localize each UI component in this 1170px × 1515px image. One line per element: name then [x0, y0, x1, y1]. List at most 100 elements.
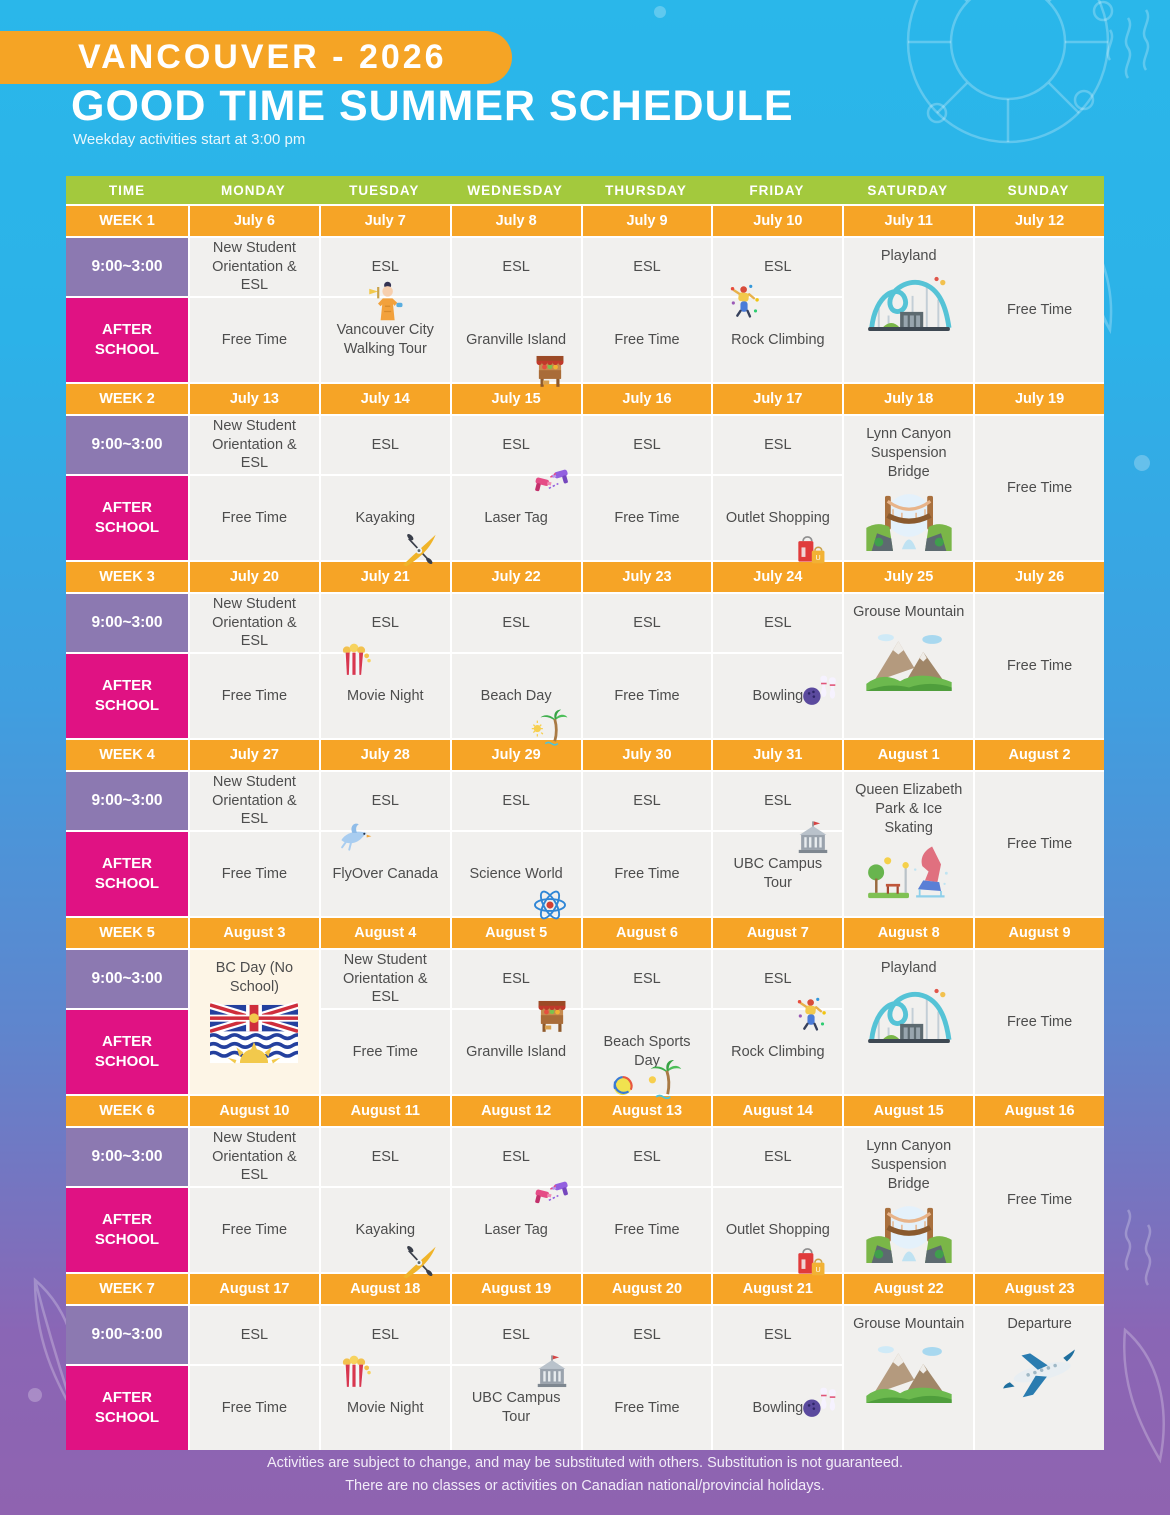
- time-cell-after-school: AFTER SCHOOL: [66, 1366, 188, 1450]
- suspension-bridge-icon: [865, 487, 953, 551]
- day-header-cell: WEDNESDAY: [467, 182, 563, 198]
- morning-activity-cell: New Student Orientation & ESL: [190, 594, 319, 652]
- afternoon-activity-cell: Laser Tag: [451, 469, 581, 560]
- activity-label: Granville Island: [466, 1043, 567, 1060]
- activity-label: UBC Campus Tour: [471, 1390, 561, 1425]
- roller-coaster-icon: [865, 983, 953, 1047]
- date-cell: July 15: [451, 384, 581, 414]
- time-cell-morning: 9:00~3:00: [66, 1128, 188, 1186]
- date-cell: August 16: [975, 1096, 1104, 1126]
- city-year-badge: VANCOUVER - 2026: [0, 31, 512, 84]
- afternoon-activity-cell: Free Time: [582, 1188, 712, 1272]
- activity-label: BC Day (No School): [215, 960, 294, 995]
- activity-label: Playland: [880, 960, 937, 976]
- svg-text:U: U: [816, 554, 821, 562]
- week-label-cell: WEEK 6: [66, 1096, 188, 1126]
- activity-label: Outlet Shopping: [725, 1221, 830, 1238]
- time-cell-after-school: AFTER SCHOOL: [66, 832, 188, 916]
- morning-activity-cell: ESL: [713, 1128, 843, 1186]
- activity-label: Rock Climbing: [731, 331, 825, 348]
- date-cell: August 9: [975, 918, 1104, 948]
- activity-label: Free Time: [1006, 1191, 1073, 1208]
- palm-beach-icon: [531, 708, 569, 746]
- tour-guide-icon: [364, 278, 406, 324]
- date-cell: August 19: [451, 1274, 581, 1304]
- date-cell: August 1: [844, 740, 974, 770]
- morning-activity-cell: ESL: [713, 594, 843, 652]
- activity-label: Free Time: [614, 1399, 680, 1416]
- week-label-cell: WEEK 3: [66, 562, 188, 592]
- activity-label: Free Time: [1006, 1013, 1073, 1030]
- date-cell: July 11: [844, 206, 974, 236]
- activity-label: Free Time: [614, 1221, 680, 1238]
- date-cell: July 22: [451, 562, 581, 592]
- afternoon-activity-cell: Free Time: [582, 832, 712, 916]
- activity-label: Grouse Mountain: [853, 1316, 965, 1332]
- morning-activity-cell: ESL: [582, 238, 712, 296]
- afternoon-activity-cell: Free Time: [190, 298, 319, 382]
- date-cell: July 24: [713, 562, 843, 592]
- morning-activity-cell: ESL: [451, 594, 581, 652]
- activity-label: Free Time: [221, 865, 288, 882]
- morning-activity-cell: ESL: [320, 416, 450, 474]
- morning-activity-cell: ESL: [451, 1306, 581, 1364]
- activity-label: FlyOver Canada: [332, 865, 439, 882]
- activity-label: UBC Campus Tour: [733, 856, 823, 891]
- morning-activity-cell: ESL: [713, 416, 843, 474]
- activity-label: Movie Night: [346, 687, 424, 704]
- morning-activity-cell: New Student Orientation & ESL: [190, 772, 319, 830]
- morning-activity-cell: ESL: [713, 238, 843, 296]
- shopping-bags-icon: U: [792, 530, 830, 568]
- mountain-icon: [865, 1339, 953, 1403]
- date-cell: July 8: [451, 206, 581, 236]
- merged-activity-cell: Lynn Canyon Suspension Bridge: [844, 416, 974, 560]
- time-cell-morning: 9:00~3:00: [66, 772, 188, 830]
- day-header-row: TIME MONDAY TUESDAY WEDNESDAY THURSDAY FRIDAY…: [66, 176, 1104, 204]
- date-cell: July 10: [713, 206, 843, 236]
- park-skating-icon: [865, 843, 953, 907]
- morning-activity-cell: ESL: [582, 594, 712, 652]
- day-header-cell: THURSDAY: [605, 182, 687, 198]
- activity-label: Kayaking: [355, 1221, 416, 1238]
- laser-tag-icon: [533, 1175, 571, 1213]
- week-label-cell: WEEK 4: [66, 740, 188, 770]
- morning-activity-cell: ESL: [713, 950, 843, 1008]
- morning-activity-cell: ESL: [582, 416, 712, 474]
- morning-activity-cell: ESL: [451, 416, 581, 474]
- activity-label: Free Time: [221, 509, 288, 526]
- activity-label: Lynn Canyon Suspension Bridge: [866, 1138, 952, 1192]
- afternoon-activity-cell: Kayaking: [320, 476, 450, 567]
- merged-activity-cell: Lynn Canyon Suspension Bridge: [844, 1128, 974, 1272]
- morning-activity-cell: ESL: [320, 1306, 450, 1364]
- activity-label: Queen Elizabeth Park & Ice Skating: [855, 782, 963, 836]
- week-label-cell: WEEK 2: [66, 384, 188, 414]
- morning-activity-cell: ESL: [320, 1128, 450, 1186]
- week-block-7: WEEK 7 August 17 August 18 August 19 August …: [66, 1274, 1104, 1450]
- date-cell: August 8: [844, 918, 974, 948]
- week-label-cell: WEEK 5: [66, 918, 188, 948]
- afternoon-activity-cell: Free Time: [320, 1010, 450, 1094]
- activity-label: Bowling: [752, 687, 804, 704]
- badge-label: VANCOUVER - 2026: [78, 38, 447, 76]
- merged-activity-cell: Playland: [844, 238, 974, 382]
- activity-label: Free Time: [221, 1399, 288, 1416]
- date-cell: August 14: [713, 1096, 843, 1126]
- date-cell: August 22: [844, 1274, 974, 1304]
- morning-activity-cell: ESL: [713, 1306, 843, 1364]
- time-cell-morning: 9:00~3:00: [66, 238, 188, 296]
- market-stall-icon: [533, 997, 571, 1035]
- after-school-label: AFTER SCHOOL: [94, 320, 160, 358]
- week-block-5: WEEK 5 August 3 August 4 August 5 August 6 Au…: [66, 918, 1104, 1100]
- date-cell: July 18: [844, 384, 974, 414]
- afternoon-activity-cell: Granville Island: [451, 1000, 581, 1094]
- morning-activity-cell: New Student Orientation & ESL: [190, 238, 319, 296]
- date-cell: July 12: [975, 206, 1104, 236]
- day-header-cell: MONDAY: [221, 182, 286, 198]
- activity-label: Free Time: [221, 331, 288, 348]
- afternoon-activity-cell: Kayaking: [320, 1188, 450, 1279]
- week-label-cell: WEEK 7: [66, 1274, 188, 1304]
- merged-activity-cell: Free Time: [975, 594, 1104, 738]
- date-cell: August 15: [844, 1096, 974, 1126]
- day-header-cell: SATURDAY: [867, 182, 949, 198]
- morning-activity-cell: New Student Orientation & ESL: [320, 950, 450, 1008]
